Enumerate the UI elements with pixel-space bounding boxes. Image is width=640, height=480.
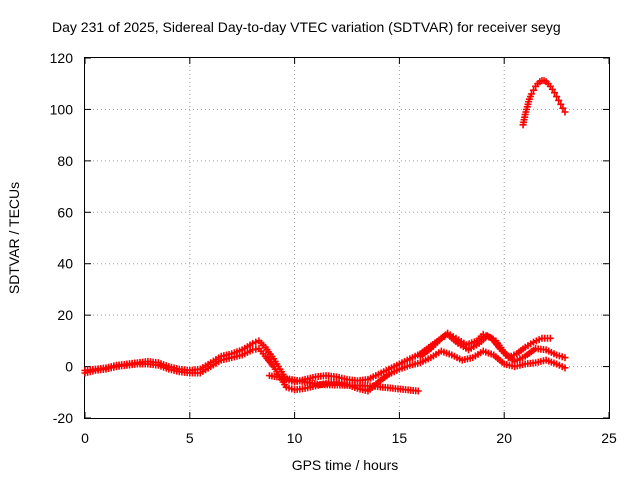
- y-tick-label: 120: [50, 50, 74, 66]
- plot-frame: [84, 57, 610, 419]
- data-point: [557, 100, 565, 108]
- data-point: [561, 354, 569, 362]
- data-point: [559, 104, 567, 112]
- data-point: [555, 96, 563, 104]
- x-tick-label: 10: [287, 430, 303, 446]
- y-tick-label: 0: [65, 359, 73, 375]
- y-axis-ticks: -20 0 20 40 60 80 100 120: [50, 50, 609, 426]
- data-point: [249, 339, 257, 347]
- x-tick-label: 20: [496, 430, 512, 446]
- data-point: [561, 108, 569, 116]
- y-tick-label: 100: [50, 101, 74, 117]
- y-tick-label: 40: [57, 256, 73, 272]
- x-axis-label: GPS time / hours: [292, 457, 399, 473]
- y-axis-label: SDTVAR / TECUs: [6, 182, 22, 294]
- data-point: [561, 364, 569, 372]
- data-point: [414, 387, 422, 395]
- x-tick-label: 25: [601, 430, 617, 446]
- data-point: [551, 89, 559, 97]
- series-outliers: [265, 372, 422, 395]
- x-tick-label: 5: [186, 430, 194, 446]
- x-tick-label: 15: [392, 430, 408, 446]
- y-tick-label: -20: [53, 410, 73, 426]
- grid: [85, 58, 609, 418]
- data-point: [527, 90, 535, 98]
- x-tick-label: 0: [81, 430, 89, 446]
- series-arc: [519, 77, 569, 129]
- data-point: [252, 338, 260, 346]
- y-tick-label: 80: [57, 153, 73, 169]
- chart-title: Day 231 of 2025, Sidereal Day-to-day VTE…: [52, 19, 561, 35]
- series-track-high: [416, 329, 554, 362]
- data-point: [546, 334, 554, 342]
- x-axis-ticks: 0 5 10 15 20 25: [81, 58, 617, 446]
- data-marks: [81, 77, 569, 395]
- y-tick-label: 60: [57, 204, 73, 220]
- data-point: [530, 86, 538, 94]
- y-tick-label: 20: [57, 307, 73, 323]
- data-point: [553, 93, 561, 101]
